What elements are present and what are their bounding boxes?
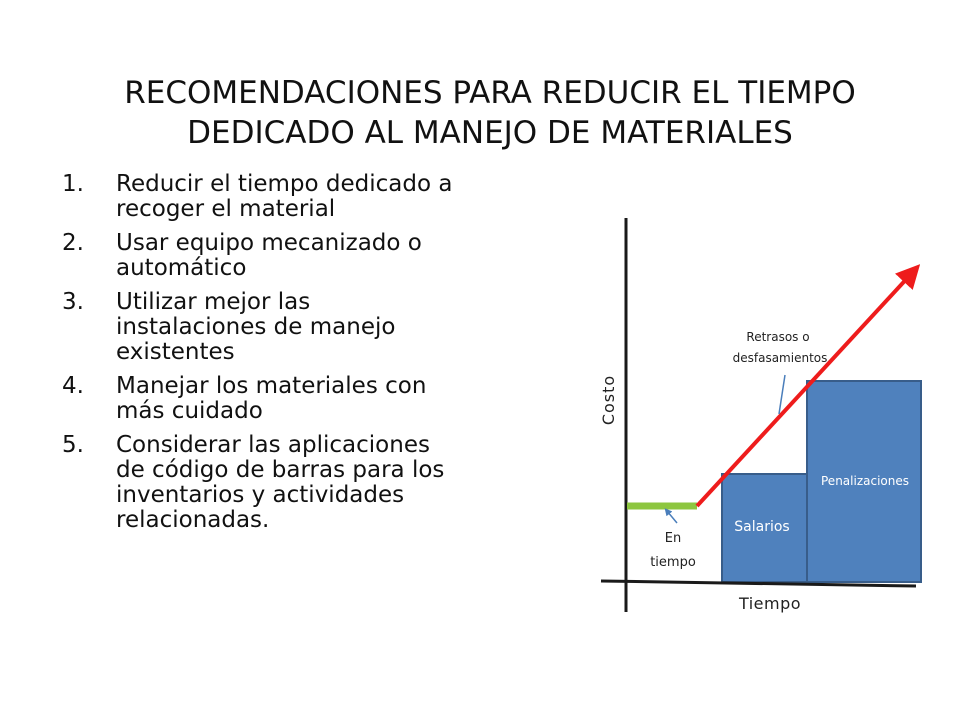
recommendations-list: 1. Reducir el tiempo dedicado a recoger … bbox=[62, 172, 462, 542]
y-axis-label: Costo bbox=[599, 375, 618, 425]
slide-title: RECOMENDACIONES PARA REDUCIR EL TIEMPO D… bbox=[40, 73, 940, 153]
on-time-label-line-1: En bbox=[665, 531, 681, 546]
delay-label-line-2: desfasamientos bbox=[733, 351, 828, 365]
x-axis bbox=[600, 579, 917, 588]
item-text: Usar equipo mecanizado o automático bbox=[116, 230, 422, 281]
delay-label-line-1: Retrasos o bbox=[746, 330, 809, 344]
list-item: 4. Manejar los materiales con más cuidad… bbox=[62, 374, 462, 424]
item-number: 2. bbox=[62, 230, 84, 256]
salarios-label: Salarios bbox=[734, 519, 789, 535]
delay-pointer bbox=[778, 374, 786, 415]
item-number: 5. bbox=[62, 432, 84, 458]
item-number: 3. bbox=[62, 289, 84, 315]
item-number: 4. bbox=[62, 373, 84, 399]
item-number: 1. bbox=[62, 171, 84, 197]
on-time-pointer bbox=[664, 508, 678, 524]
penalizaciones-box bbox=[806, 380, 922, 583]
list-item: 5. Considerar las aplicaciones de código… bbox=[62, 433, 462, 533]
item-text: Utilizar mejor las instalaciones de mane… bbox=[116, 289, 396, 365]
x-axis-label: Tiempo bbox=[738, 594, 801, 613]
cost-increase-arrow bbox=[695, 264, 921, 508]
item-text: Manejar los materiales con más cuidado bbox=[116, 373, 427, 424]
item-text: Considerar las aplicaciones de código de… bbox=[116, 432, 445, 533]
list-item: 2. Usar equipo mecanizado o automático bbox=[62, 231, 462, 281]
list-item: 1. Reducir el tiempo dedicado a recoger … bbox=[62, 172, 462, 222]
title-line-1: RECOMENDACIONES PARA REDUCIR EL TIEMPO bbox=[124, 74, 856, 111]
item-text: Reducir el tiempo dedicado a recoger el … bbox=[116, 171, 453, 222]
penalizaciones-label: Penalizaciones bbox=[821, 474, 909, 488]
on-time-label-line-2: tiempo bbox=[650, 555, 696, 570]
salarios-box bbox=[721, 473, 809, 583]
title-line-2: DEDICADO AL MANEJO DE MATERIALES bbox=[187, 114, 793, 151]
list-item: 3. Utilizar mejor las instalaciones de m… bbox=[62, 290, 462, 365]
